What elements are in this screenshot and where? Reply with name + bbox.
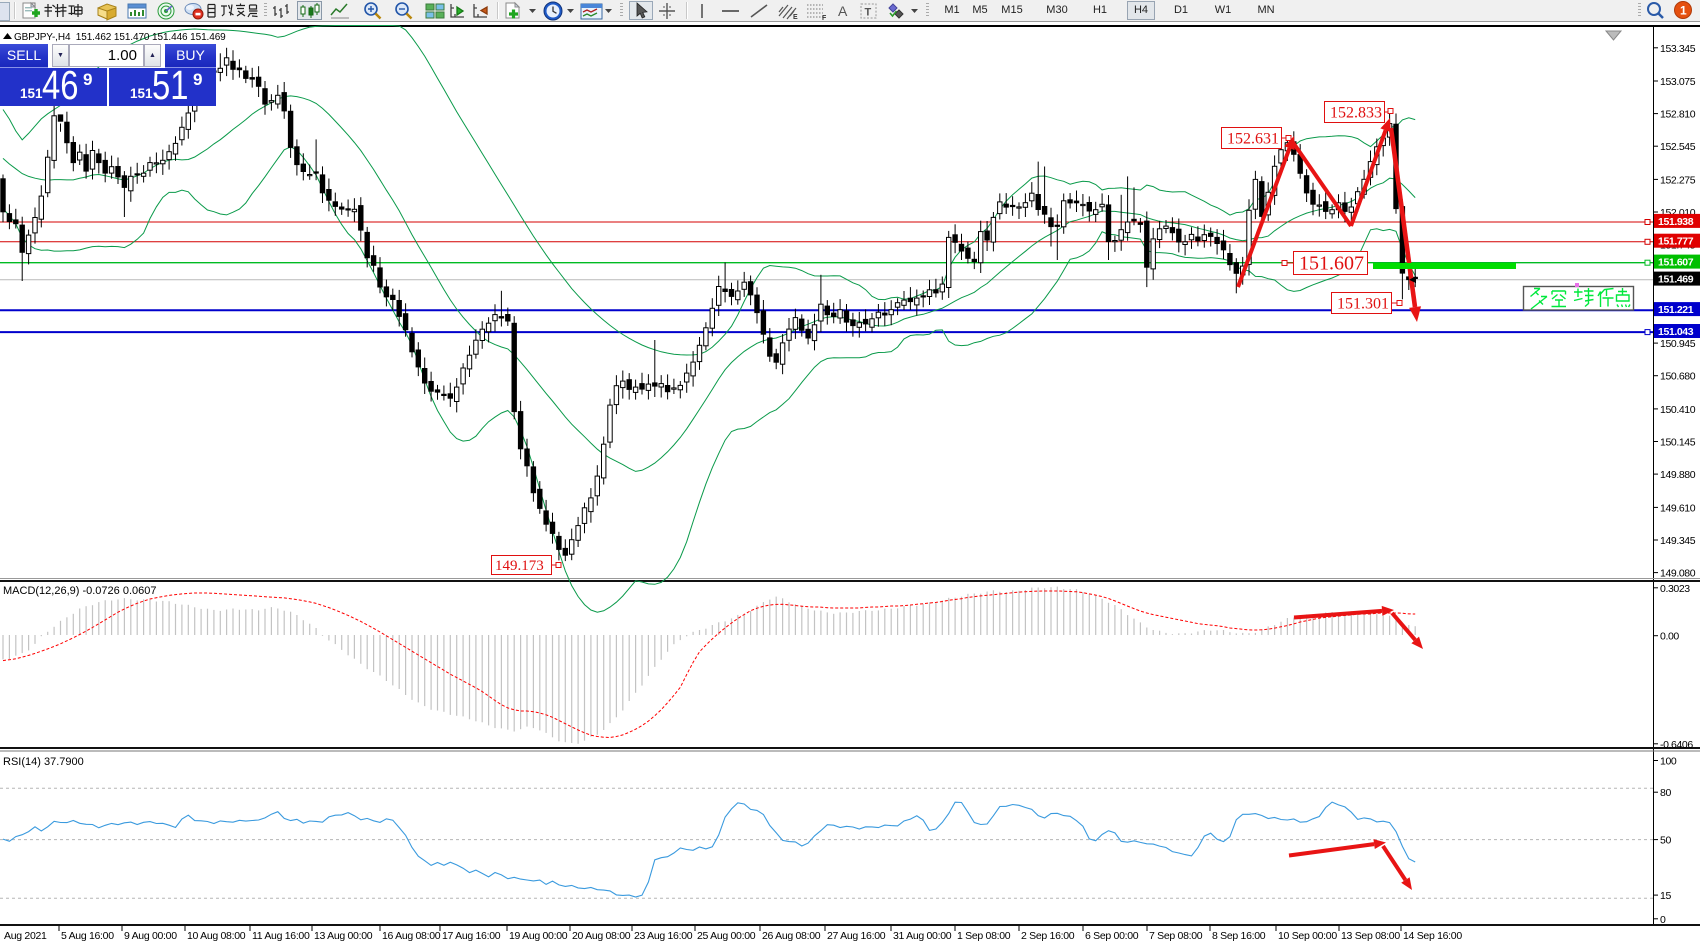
svg-text:150.410: 150.410 (1660, 404, 1696, 416)
svg-text:149.080: 149.080 (1660, 568, 1696, 580)
svg-text:7 Sep 08:00: 7 Sep 08:00 (1149, 930, 1203, 941)
svg-text:149.610: 149.610 (1660, 502, 1696, 514)
svg-text:MACD(12,26,9) -0.0726 0.0607: MACD(12,26,9) -0.0726 0.0607 (3, 585, 156, 597)
svg-text:149.173: 149.173 (495, 558, 544, 574)
svg-text:80: 80 (1660, 787, 1671, 799)
svg-text:1: 1 (1680, 4, 1687, 18)
svg-text:14 Sep 16:00: 14 Sep 16:00 (1403, 930, 1462, 941)
svg-text:2 Sep 16:00: 2 Sep 16:00 (1021, 930, 1075, 941)
svg-text:31 Aug 00:00: 31 Aug 00:00 (893, 930, 952, 941)
svg-text:149.345: 149.345 (1660, 535, 1696, 547)
svg-text:19 Aug 00:00: 19 Aug 00:00 (509, 930, 568, 941)
svg-text:151.607: 151.607 (1658, 257, 1694, 269)
svg-text:50: 50 (1660, 835, 1671, 847)
svg-text:16 Aug 08:00: 16 Aug 08:00 (382, 930, 441, 941)
svg-text:6 Sep 00:00: 6 Sep 00:00 (1085, 930, 1139, 941)
svg-text:152.275: 152.275 (1660, 174, 1696, 186)
svg-text:151.607: 151.607 (1299, 253, 1364, 275)
svg-text:10 Aug 08:00: 10 Aug 08:00 (187, 930, 246, 941)
svg-text:151.043: 151.043 (1658, 326, 1694, 338)
svg-text:Aug 2021: Aug 2021 (4, 930, 47, 941)
svg-text:15: 15 (1660, 890, 1671, 902)
svg-text:1 Sep 08:00: 1 Sep 08:00 (957, 930, 1011, 941)
svg-text:153.345: 153.345 (1660, 43, 1696, 55)
svg-text:17 Aug 16:00: 17 Aug 16:00 (442, 930, 501, 941)
svg-text:RSI(14) 37.7900: RSI(14) 37.7900 (3, 756, 84, 768)
svg-text:151.469: 151.469 (1658, 274, 1694, 286)
svg-text:GBPJPY-,H4 151.462 151.470 15: GBPJPY-,H4 151.462 151.470 151.446 151.4… (14, 32, 226, 43)
svg-text:0.3023: 0.3023 (1660, 583, 1690, 595)
svg-text:A: A (838, 3, 848, 19)
svg-text:8 Sep 16:00: 8 Sep 16:00 (1212, 930, 1266, 941)
svg-text:151.221: 151.221 (1658, 304, 1694, 316)
svg-text:100: 100 (1660, 756, 1677, 768)
svg-text:23 Aug 16:00: 23 Aug 16:00 (634, 930, 693, 941)
svg-text:13 Aug 00:00: 13 Aug 00:00 (314, 930, 373, 941)
svg-text:E: E (793, 14, 798, 21)
svg-text:-0.6406: -0.6406 (1660, 739, 1693, 751)
svg-text:10 Sep 00:00: 10 Sep 00:00 (1278, 930, 1337, 941)
svg-text:T: T (865, 7, 872, 19)
svg-text:9 Aug 00:00: 9 Aug 00:00 (124, 930, 177, 941)
svg-text:152.631: 152.631 (1227, 131, 1279, 148)
svg-text:149.880: 149.880 (1660, 469, 1696, 481)
svg-text:27 Aug 16:00: 27 Aug 16:00 (827, 930, 886, 941)
svg-text:151.938: 151.938 (1658, 216, 1694, 228)
svg-text:152.810: 152.810 (1660, 109, 1696, 121)
svg-text:11 Aug 16:00: 11 Aug 16:00 (252, 930, 310, 941)
svg-text:150.680: 150.680 (1660, 371, 1696, 383)
svg-text:26 Aug 08:00: 26 Aug 08:00 (762, 930, 821, 941)
svg-text:0: 0 (1660, 914, 1666, 926)
svg-text:0.00: 0.00 (1660, 631, 1679, 643)
svg-text:151.777: 151.777 (1658, 236, 1694, 248)
svg-text:5 Aug 16:00: 5 Aug 16:00 (61, 930, 114, 941)
svg-text:F: F (822, 15, 827, 21)
svg-text:13 Sep 08:00: 13 Sep 08:00 (1341, 930, 1400, 941)
svg-text:150.145: 150.145 (1660, 437, 1696, 449)
svg-text:150.945: 150.945 (1660, 338, 1696, 350)
svg-text:152.833: 152.833 (1330, 105, 1382, 122)
svg-text:152.545: 152.545 (1660, 141, 1696, 153)
svg-text:25 Aug 00:00: 25 Aug 00:00 (697, 930, 756, 941)
svg-text:153.075: 153.075 (1660, 76, 1696, 88)
svg-text:20 Aug 08:00: 20 Aug 08:00 (572, 930, 631, 941)
svg-text:151.301: 151.301 (1337, 296, 1389, 313)
